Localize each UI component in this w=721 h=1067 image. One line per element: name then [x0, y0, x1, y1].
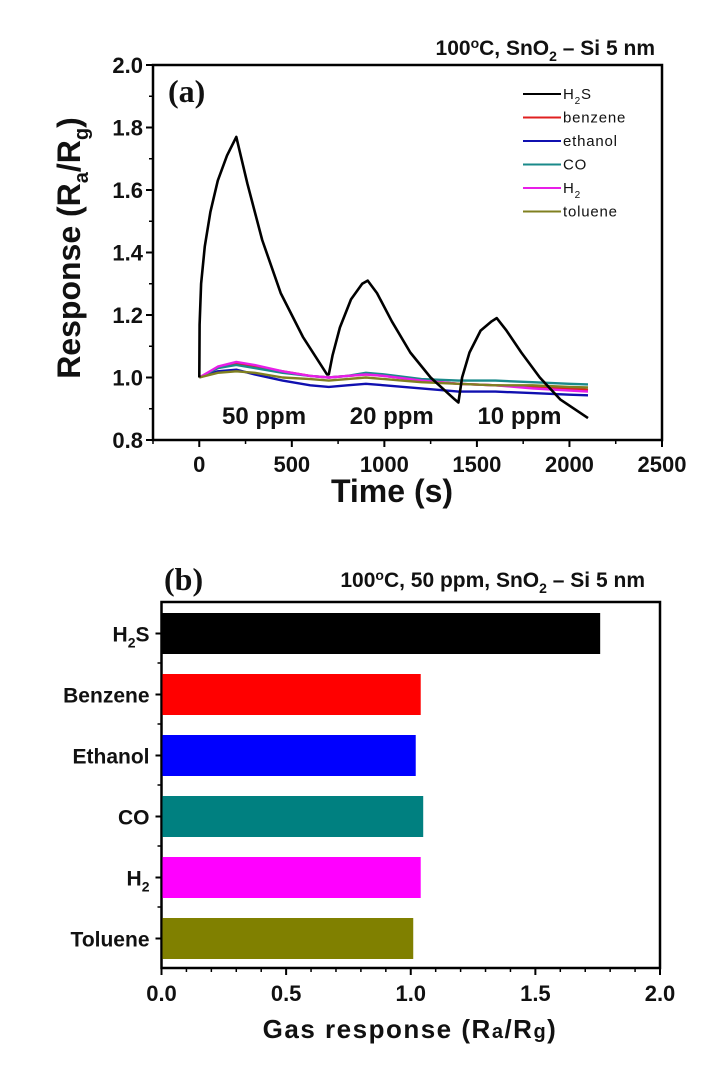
x-tick-label: 0	[193, 452, 205, 477]
legend-label: benzene	[563, 110, 626, 127]
x-tick-label: 1.5	[520, 981, 551, 1006]
category-label: Ethanol	[73, 746, 150, 769]
y-tick-label: 1.6	[112, 178, 143, 203]
bar-ethanol	[162, 735, 416, 776]
y-tick-label: 0.8	[112, 428, 143, 453]
title-sub: 2	[539, 580, 547, 596]
x-tick-label: 2500	[638, 452, 687, 477]
panel-a-x-axis: 0 500 1000 1500 2000 2500	[152, 440, 687, 477]
series-line-toluene	[199, 370, 589, 389]
panel-b-y-axis: H2S Benzene Ethanol CO H2 Toluene	[63, 624, 162, 952]
y-tick-label: 2.0	[112, 53, 143, 78]
legend-label: H2	[563, 180, 581, 201]
x-tick-label: 1000	[360, 452, 409, 477]
x-tick-label: 0.0	[146, 981, 177, 1006]
title-sup: o	[375, 567, 384, 583]
panel-a-annotations: 50 ppm 20 ppm 10 ppm	[222, 403, 561, 430]
ylabel-text: /R	[51, 140, 87, 172]
bar-h2s	[162, 613, 601, 654]
panel-b-label: (b)	[164, 561, 203, 597]
y-tick-label: 1.8	[112, 116, 143, 141]
xlabel-sub: a	[492, 1021, 505, 1043]
title-text: C, 50 ppm, SnO	[384, 569, 539, 592]
x-tick-label: 0.5	[271, 981, 302, 1006]
ylabel-text: Response (R	[51, 183, 87, 379]
xlabel-text: Gas response (R	[263, 1014, 492, 1044]
category-label: H2S	[113, 624, 150, 651]
ylabel-text: )	[51, 117, 87, 128]
panel-a-series	[198, 135, 589, 420]
title-text: 100	[436, 37, 471, 60]
panel-a-x-axis-title: Time (s)	[331, 473, 453, 509]
panel-a-y-axis: 0.8 1.0 1.2 1.4 1.6 1.8 2.0	[112, 53, 153, 453]
x-tick-label: 2000	[545, 452, 594, 477]
series-line-h2	[198, 360, 589, 393]
panel-a-line-chart: 100oC, SnO2 – Si 5 nm (a) 0.8 1.0 1.2 1.4 1.…	[51, 35, 686, 509]
panel-b-title: 100oC, 50 ppm, SnO2 – Si 5 nm	[340, 567, 645, 596]
y-tick-label: 1.4	[112, 241, 143, 266]
panel-b-x-axis-title: Gas response (Ra/Rg)	[263, 1014, 558, 1044]
legend-label: toluene	[563, 204, 618, 221]
category-label: Toluene	[71, 929, 150, 952]
title-text: – Si 5 nm	[557, 37, 655, 60]
y-tick-label: 1.0	[112, 366, 143, 391]
legend-label: ethanol	[563, 133, 618, 150]
x-tick-label: 2.0	[645, 981, 676, 1006]
xlabel-text: /R	[504, 1014, 533, 1044]
series-line-h2s	[198, 135, 589, 420]
y-tick-label: 1.2	[112, 303, 143, 328]
category-label: CO	[118, 807, 150, 830]
title-text: – Si 5 nm	[547, 569, 645, 592]
title-text: C, SnO	[479, 37, 549, 60]
x-tick-label: 500	[273, 452, 310, 477]
x-tick-label: 1500	[452, 452, 501, 477]
bar-benzene	[162, 674, 421, 715]
legend-label: CO	[563, 157, 587, 174]
bar-h2	[162, 857, 421, 898]
category-label: H2	[127, 868, 150, 895]
panel-a-title: 100oC, SnO2 – Si 5 nm	[436, 35, 655, 64]
concentration-annotation: 50 ppm	[222, 403, 306, 430]
category-label: Benzene	[63, 685, 149, 708]
ylabel-sub: a	[71, 171, 93, 183]
x-tick-label: 1.0	[395, 981, 426, 1006]
panel-b-bars	[162, 613, 601, 959]
panel-b-x-axis: 0.0 0.5 1.0 1.5 2.0	[146, 968, 675, 1006]
concentration-annotation: 10 ppm	[477, 403, 561, 430]
ylabel-sub: g	[71, 128, 93, 140]
xlabel-sub: g	[533, 1021, 547, 1043]
panel-a-legend: H2S benzene ethanol CO H2 toluene	[523, 86, 626, 221]
bar-co	[162, 796, 424, 837]
legend-label: H2S	[563, 86, 592, 107]
panel-a-label: (a)	[168, 73, 205, 109]
panel-a-y-axis-title: Response (Ra/Rg)	[51, 117, 93, 379]
bar-toluene	[162, 918, 414, 959]
title-sup: o	[471, 35, 480, 51]
title-text: 100	[340, 569, 375, 592]
panel-b-plot-frame	[160, 600, 662, 970]
title-sub: 2	[549, 48, 557, 64]
xlabel-text: )	[547, 1014, 557, 1044]
panel-b-bar-chart: (b) 100oC, 50 ppm, SnO2 – Si 5 nm 0.0 0.5…	[63, 561, 675, 1044]
concentration-annotation: 20 ppm	[350, 403, 434, 430]
